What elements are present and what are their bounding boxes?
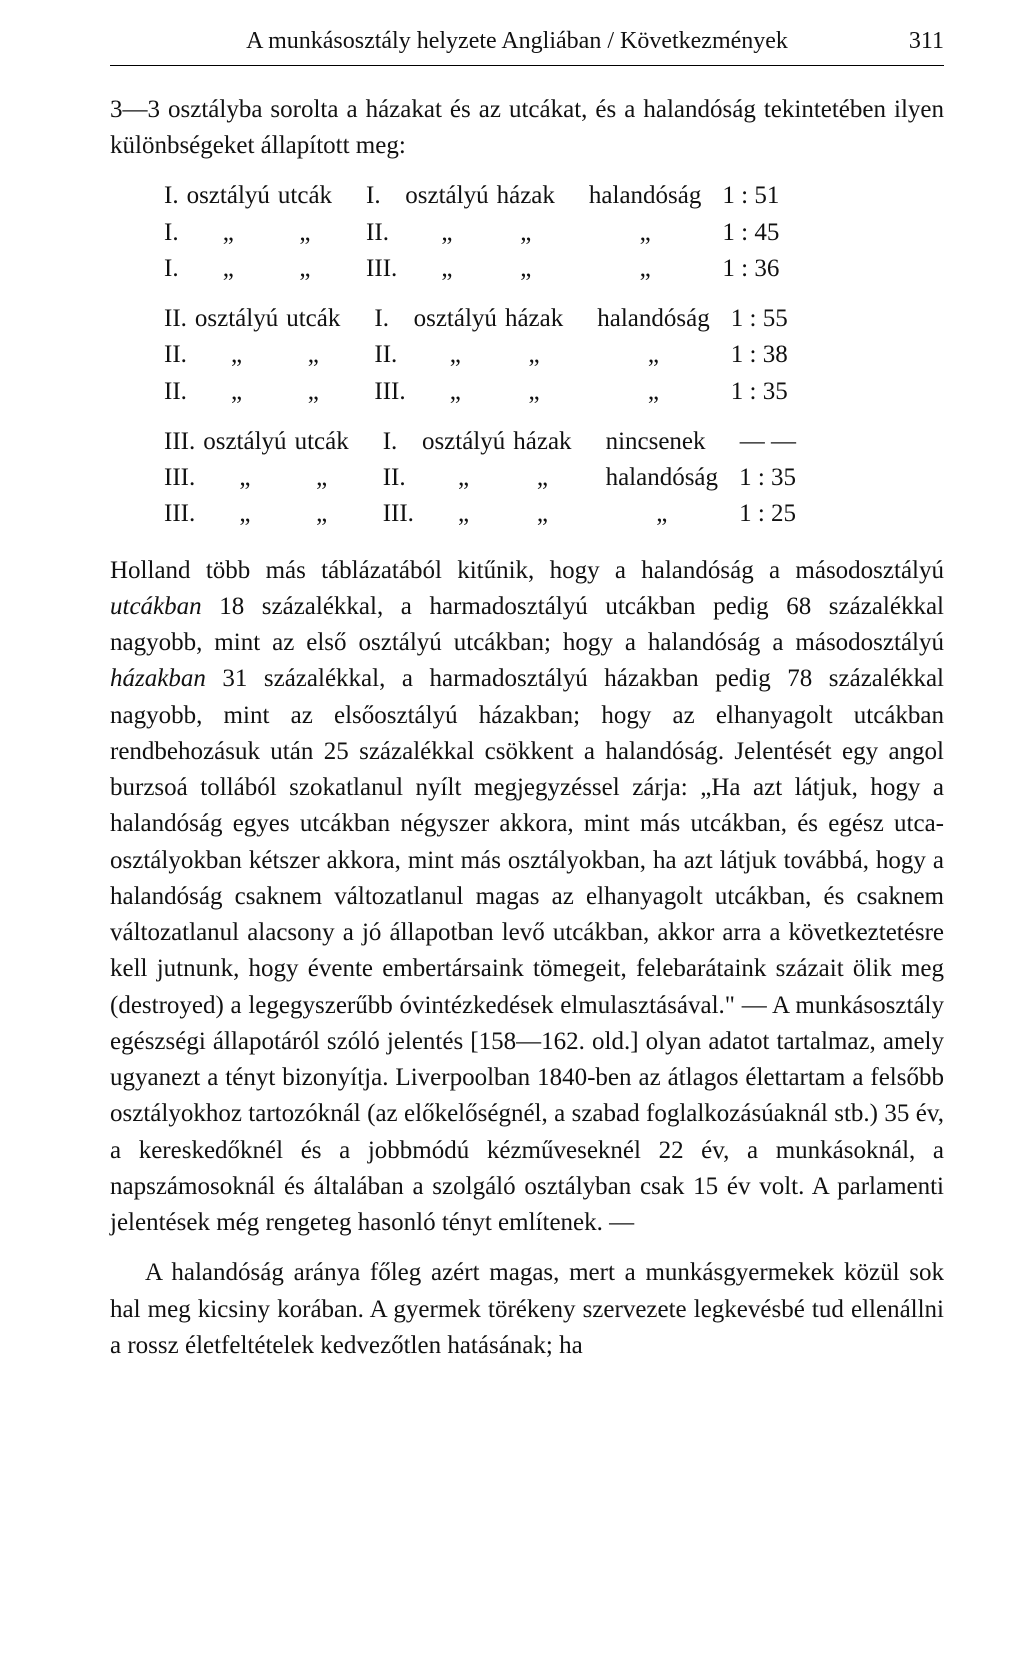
table-row: III. „ „ III. „ „ „ 1 : 25 bbox=[160, 496, 800, 532]
ditto: „ bbox=[401, 251, 492, 287]
ditto: „ bbox=[509, 496, 575, 532]
street-roman: I. bbox=[160, 178, 183, 214]
mortality-label: nincsenek bbox=[602, 424, 722, 460]
ditto: „ bbox=[191, 374, 282, 410]
body-paragraph-2: A halandóság aránya főleg azért magas, m… bbox=[110, 1255, 944, 1364]
street-roman: II. bbox=[160, 301, 191, 337]
ditto: „ bbox=[501, 374, 567, 410]
ditto: „ bbox=[291, 460, 353, 496]
body-paragraph-1: Holland több más táblázatából kitűnik, h… bbox=[110, 553, 944, 1242]
house-roman: II. bbox=[362, 215, 401, 251]
word-utcak: utcák bbox=[291, 424, 353, 460]
word-osztalyu: osztályú bbox=[418, 424, 509, 460]
ditto: „ bbox=[585, 251, 705, 287]
house-roman: III. bbox=[362, 251, 401, 287]
body-text: Holland több más táblázatából kitűnik, h… bbox=[110, 553, 944, 1365]
street-roman: III. bbox=[160, 424, 199, 460]
ditto: „ bbox=[593, 337, 713, 373]
ditto: „ bbox=[593, 374, 713, 410]
mortality-label: halandóság bbox=[593, 301, 713, 337]
p1-text-b: 18 százalékkal, a harmadosztályú utcákba… bbox=[110, 593, 944, 656]
street-roman: III. bbox=[160, 460, 199, 496]
ditto: „ bbox=[199, 496, 290, 532]
word-hazak: házak bbox=[501, 301, 567, 337]
ditto: „ bbox=[401, 215, 492, 251]
mortality-ratio: 1 : 51 bbox=[705, 178, 783, 214]
word-utcak: utcák bbox=[274, 178, 336, 214]
table-row: II. „ „ II. „ „ „ 1 : 38 bbox=[160, 337, 792, 373]
mortality-ratio: 1 : 38 bbox=[714, 337, 792, 373]
running-head: A munkásosztály helyzete Angliában / Köv… bbox=[110, 24, 944, 66]
ditto: „ bbox=[282, 374, 344, 410]
mortality-table-1: I. osztályú utcák I. osztályú házak hala… bbox=[160, 178, 783, 287]
ditto: „ bbox=[493, 215, 559, 251]
word-hazak: házak bbox=[493, 178, 559, 214]
table-row: I. „ „ III. „ „ „ 1 : 36 bbox=[160, 251, 783, 287]
house-roman: I. bbox=[379, 424, 418, 460]
page: A munkásosztály helyzete Angliában / Köv… bbox=[0, 0, 1024, 1672]
mortality-ratio: 1 : 36 bbox=[705, 251, 783, 287]
street-roman: II. bbox=[160, 337, 191, 373]
mortality-table-3: III. osztályú utcák I. osztályú házak ni… bbox=[160, 424, 800, 533]
mortality-ratio: — — bbox=[722, 424, 800, 460]
ditto: „ bbox=[418, 496, 509, 532]
word-osztalyu: osztályú bbox=[183, 178, 274, 214]
ditto: „ bbox=[410, 374, 501, 410]
ditto: „ bbox=[418, 460, 509, 496]
house-roman: III. bbox=[379, 496, 418, 532]
p1-text-c: 31 százalékkal, a harmadosztályú házakba… bbox=[110, 665, 944, 1236]
mortality-ratio: 1 : 55 bbox=[714, 301, 792, 337]
ditto: „ bbox=[602, 496, 722, 532]
ditto: „ bbox=[274, 215, 336, 251]
ditto: „ bbox=[183, 251, 274, 287]
ditto: „ bbox=[274, 251, 336, 287]
mortality-ratio: 1 : 35 bbox=[722, 460, 800, 496]
street-roman: I. bbox=[160, 215, 183, 251]
p1-italic-2: házakban bbox=[110, 665, 206, 692]
word-hazak: házak bbox=[509, 424, 575, 460]
mortality-label: halandóság bbox=[602, 460, 722, 496]
word-utcak: utcák bbox=[282, 301, 344, 337]
house-roman: III. bbox=[370, 374, 409, 410]
ditto: „ bbox=[183, 215, 274, 251]
intro-paragraph: 3—3 osztályba sorolta a házakat és az ut… bbox=[110, 92, 944, 165]
house-roman: I. bbox=[370, 301, 409, 337]
table-row: II. „ „ III. „ „ „ 1 : 35 bbox=[160, 374, 792, 410]
word-osztalyu: osztályú bbox=[410, 301, 501, 337]
table-row: III. osztályú utcák I. osztályú házak ni… bbox=[160, 424, 800, 460]
ditto: „ bbox=[410, 337, 501, 373]
mortality-table-2: II. osztályú utcák I. osztályú házak hal… bbox=[160, 301, 792, 410]
table-row: II. osztályú utcák I. osztályú házak hal… bbox=[160, 301, 792, 337]
table-row: I. „ „ II. „ „ „ 1 : 45 bbox=[160, 215, 783, 251]
street-roman: I. bbox=[160, 251, 183, 287]
mortality-tables: I. osztályú utcák I. osztályú házak hala… bbox=[160, 178, 944, 532]
page-number: 311 bbox=[884, 24, 944, 59]
p1-text-a: Holland több más táblázatából kitűnik, h… bbox=[110, 557, 944, 584]
mortality-ratio: 1 : 35 bbox=[714, 374, 792, 410]
ditto: „ bbox=[191, 337, 282, 373]
table-row: I. osztályú utcák I. osztályú házak hala… bbox=[160, 178, 783, 214]
ditto: „ bbox=[493, 251, 559, 287]
street-roman: II. bbox=[160, 374, 191, 410]
mortality-ratio: 1 : 45 bbox=[705, 215, 783, 251]
street-roman: III. bbox=[160, 496, 199, 532]
ditto: „ bbox=[199, 460, 290, 496]
mortality-label: halandóság bbox=[585, 178, 705, 214]
mortality-ratio: 1 : 25 bbox=[722, 496, 800, 532]
table-row: III. „ „ II. „ „ halandóság 1 : 35 bbox=[160, 460, 800, 496]
word-osztalyu: osztályú bbox=[199, 424, 290, 460]
house-roman: II. bbox=[379, 460, 418, 496]
ditto: „ bbox=[291, 496, 353, 532]
ditto: „ bbox=[585, 215, 705, 251]
house-roman: II. bbox=[370, 337, 409, 373]
running-head-title: A munkásosztály helyzete Angliában / Köv… bbox=[150, 24, 884, 59]
ditto: „ bbox=[501, 337, 567, 373]
ditto: „ bbox=[509, 460, 575, 496]
p1-italic-1: utcákban bbox=[110, 593, 202, 620]
word-osztalyu: osztályú bbox=[401, 178, 492, 214]
house-roman: I. bbox=[362, 178, 401, 214]
word-osztalyu: osztályú bbox=[191, 301, 282, 337]
ditto: „ bbox=[282, 337, 344, 373]
